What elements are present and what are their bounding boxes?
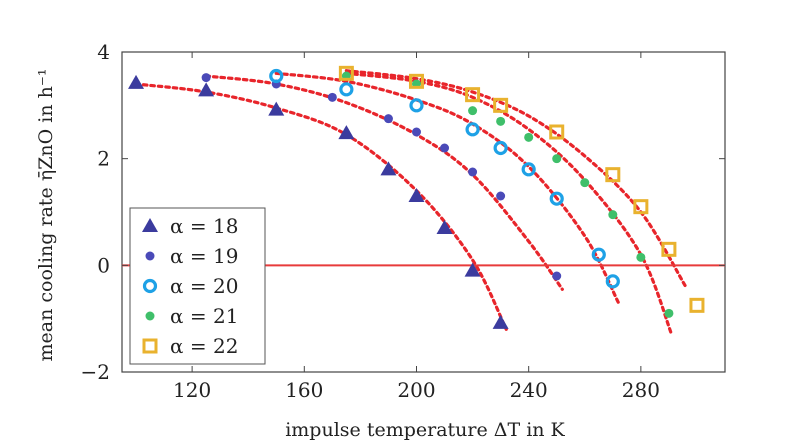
data-point	[465, 87, 481, 103]
data-point	[269, 68, 284, 84]
data-point	[198, 82, 215, 97]
data-point	[338, 125, 355, 140]
x-tick-label: 120	[173, 378, 211, 402]
data-point	[440, 143, 450, 153]
data-point	[605, 274, 620, 289]
data-point	[411, 127, 421, 137]
y-axis-label: mean cooling rate η̄ZnO in h⁻¹	[35, 69, 57, 362]
data-point	[549, 191, 564, 206]
legend-marker	[145, 311, 155, 321]
legend-marker	[142, 338, 158, 354]
data-point	[493, 140, 508, 156]
data-point	[580, 178, 590, 188]
data-point	[339, 82, 354, 97]
data-point	[633, 199, 649, 215]
data-point	[268, 101, 285, 116]
x-tick-label: 200	[397, 378, 435, 402]
data-point	[661, 241, 677, 257]
data-point	[591, 247, 606, 262]
fit-curve-5	[344, 69, 688, 289]
legend-entry: α = 20	[170, 274, 238, 298]
y-tick-label: 4	[97, 40, 110, 64]
plot-border	[121, 51, 726, 373]
data-point	[524, 132, 534, 142]
data-point	[327, 92, 337, 102]
data-point	[338, 65, 354, 81]
plot-frame	[121, 51, 726, 373]
data-point	[552, 271, 562, 281]
fit-curve-4	[344, 71, 674, 337]
data-point	[383, 114, 393, 124]
data-point	[128, 74, 145, 89]
data-point	[436, 220, 453, 234]
data-point	[201, 73, 211, 83]
legend-box	[129, 207, 266, 365]
x-tick-label: 160	[285, 378, 323, 402]
x-tick-label: 280	[622, 378, 660, 402]
legend-entry: α = 19	[170, 244, 238, 268]
x-tick-label: 240	[510, 378, 548, 402]
data-markers	[128, 65, 705, 329]
legend-marker	[142, 218, 158, 232]
legend-entry: α = 18	[170, 214, 238, 238]
data-point	[664, 308, 674, 318]
data-point	[636, 252, 646, 262]
data-point	[468, 167, 478, 177]
data-point	[408, 73, 424, 89]
data-point	[549, 124, 565, 140]
data-point	[496, 191, 506, 201]
fit-curve-3	[274, 71, 621, 305]
data-point	[689, 297, 705, 313]
axis-ticks: 120 160 200 240 280 −2 0 2 4	[81, 40, 725, 402]
data-point	[408, 188, 425, 202]
legend-entry: α = 22	[170, 334, 238, 358]
legend-entry: α = 21	[170, 304, 238, 328]
data-point	[409, 98, 424, 113]
data-point	[493, 97, 509, 113]
data-point	[521, 162, 536, 177]
data-point	[605, 167, 621, 183]
legend-marker	[142, 278, 158, 294]
y-tick-label: 2	[97, 147, 110, 171]
y-tick-label: −2	[81, 360, 110, 384]
data-point	[552, 154, 562, 164]
data-point	[496, 116, 506, 126]
x-axis-label: impulse temperature ΔT in K	[285, 419, 565, 441]
data-point	[492, 314, 509, 329]
data-point	[608, 210, 618, 220]
legend-marker	[145, 251, 155, 261]
data-point	[464, 262, 481, 277]
data-point	[380, 161, 397, 176]
data-point	[468, 106, 478, 116]
legend: α = 18 α = 19 α = 20 α = 21 α = 22	[129, 207, 266, 365]
y-tick-label: 0	[97, 253, 110, 277]
data-point	[465, 122, 480, 137]
